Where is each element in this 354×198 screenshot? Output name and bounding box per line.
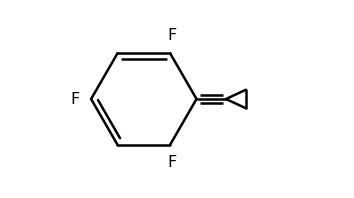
Text: F: F [70, 91, 79, 107]
Text: F: F [167, 28, 177, 43]
Text: F: F [167, 155, 177, 170]
